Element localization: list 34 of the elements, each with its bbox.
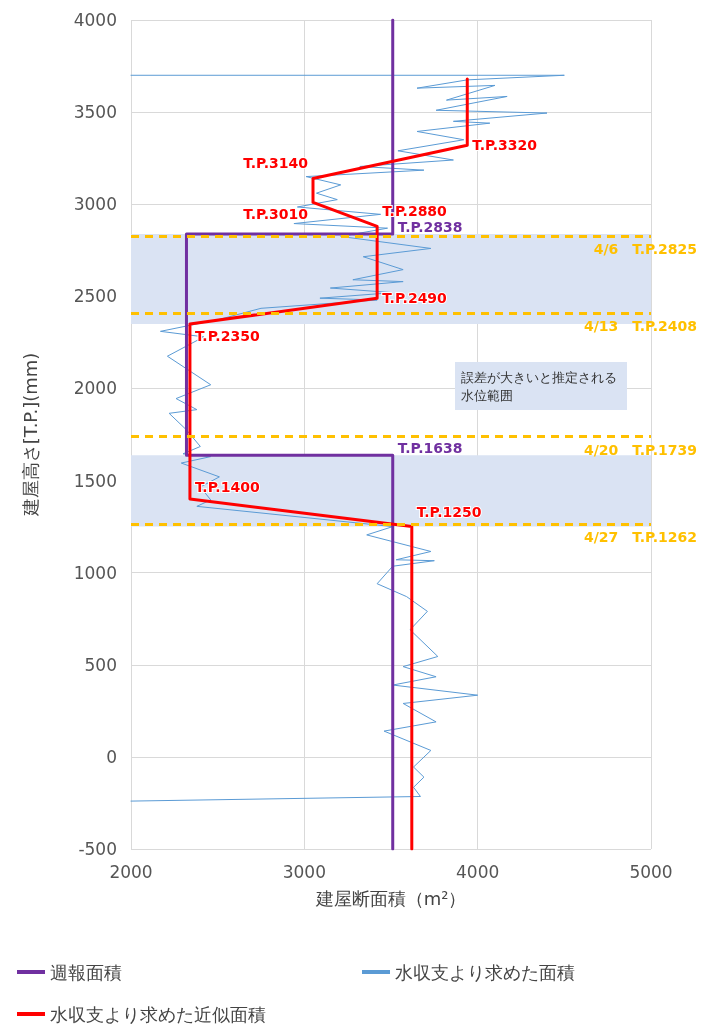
data-label: T.P.2350 xyxy=(194,327,260,344)
legend-label: 週報面積 xyxy=(50,961,122,983)
x-tick-label: 2000 xyxy=(109,861,153,882)
y-tick-label: 1500 xyxy=(73,470,117,491)
ref-line-label: 4/20 T.P.1739 xyxy=(583,441,697,458)
ref-line-label: 4/6 T.P.2825 xyxy=(593,241,697,258)
y-tick-label: 3000 xyxy=(73,194,117,215)
data-label: T.P.1250 xyxy=(416,503,482,520)
data-label: T.P.3010 xyxy=(243,206,309,223)
y-tick-label: -500 xyxy=(78,839,117,859)
data-label: T.P.2490 xyxy=(382,290,448,307)
x-tick-label: 3000 xyxy=(282,861,326,882)
data-label: T.P.2838 xyxy=(397,219,463,236)
y-tick-label: 2000 xyxy=(73,378,117,399)
x-tick-label: 4000 xyxy=(456,861,500,882)
x-tick-label: 5000 xyxy=(629,861,673,882)
data-label: T.P.3320 xyxy=(472,137,538,154)
y-tick-label: 3500 xyxy=(73,102,117,123)
y-tick-label: 4000 xyxy=(73,10,117,30)
y-tick-label: 500 xyxy=(84,654,117,675)
x-axis-title: 建屋断面積（m²） xyxy=(314,887,467,909)
ref-line-label: 4/27 T.P.1262 xyxy=(583,529,697,546)
data-label: T.P.3140 xyxy=(243,155,309,172)
data-label: T.P.1638 xyxy=(397,440,463,457)
y-tick-label: 1000 xyxy=(73,562,117,583)
ref-line-label: 4/13 T.P.2408 xyxy=(583,318,697,335)
y-axis-title: 建屋高さ[T.P.](mm) xyxy=(19,352,41,518)
y-tick-label: 2500 xyxy=(73,286,117,307)
annotation: 誤差が大きいと推定される水位範囲 xyxy=(461,369,617,403)
legend-label: 水収支より求めた面積 xyxy=(395,961,575,983)
legend-label: 水収支より求めた近似面積 xyxy=(50,1003,266,1025)
line-series xyxy=(130,74,565,802)
y-tick-label: 0 xyxy=(106,746,117,767)
data-label: T.P.1400 xyxy=(194,478,260,495)
